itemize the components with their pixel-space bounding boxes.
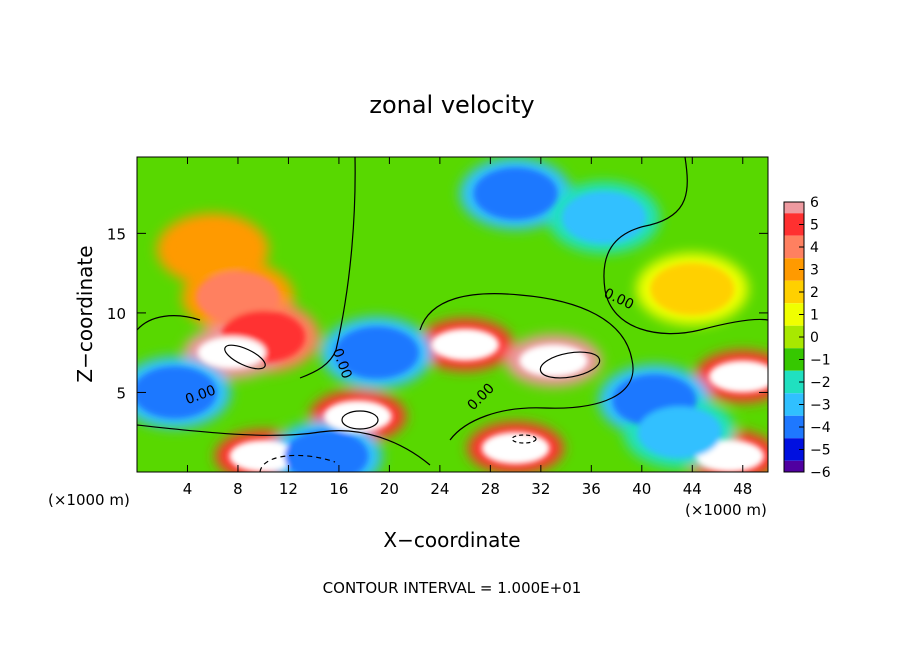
colorbar-label-10: −4 xyxy=(810,420,831,436)
y-axis: 5 10 15 xyxy=(107,225,768,402)
colorbar-swatch-7 xyxy=(784,348,804,371)
field-core-9 xyxy=(708,360,768,393)
zero-contour-right xyxy=(603,157,768,335)
contour-interval-note: CONTOUR INTERVAL = 1.000E+01 xyxy=(323,579,582,597)
colorbar-swatch-11 xyxy=(784,438,804,461)
colorbar-label-4: 2 xyxy=(810,285,819,301)
field-core-14 xyxy=(137,366,217,419)
zero-contour-mid xyxy=(419,293,634,441)
colorbar-swatch-10 xyxy=(784,415,804,439)
inner-contour-c xyxy=(341,410,379,430)
y-axis-label: Z−coordinate xyxy=(73,245,97,382)
inner-contour-d xyxy=(511,434,537,444)
field-core-7 xyxy=(519,344,588,377)
field-core-18 xyxy=(284,430,369,472)
field-core-8 xyxy=(481,432,550,465)
x-tick-label-4: 20 xyxy=(380,480,399,498)
colorbar-swatch-1 xyxy=(784,213,804,236)
inner-contour-b xyxy=(539,351,601,379)
colorbar-label-7: −1 xyxy=(810,353,831,369)
x-tick-label-8: 36 xyxy=(582,480,601,498)
colorbar-label-2: 4 xyxy=(810,240,819,256)
colorbar-label-6: 0 xyxy=(810,330,819,346)
colorbar: 6 5 4 3 2 1 0 −1 −2 −3 −4 −5 −6 xyxy=(783,195,831,481)
x-tick-label-10: 44 xyxy=(683,480,702,498)
field-core-13 xyxy=(650,263,735,316)
y-tick-label-2: 15 xyxy=(107,225,126,243)
x-tick-label-9: 40 xyxy=(632,480,651,498)
x-tick-label-0: 4 xyxy=(183,480,193,498)
field-core-15 xyxy=(334,326,419,379)
field-core-5 xyxy=(229,440,298,472)
inner-contour-a xyxy=(224,344,266,370)
field-core-0 xyxy=(170,223,255,276)
colorbar-swatch-6 xyxy=(784,325,804,349)
field-core-4 xyxy=(323,400,392,433)
field-core-17 xyxy=(637,406,722,459)
x-tick-label-11: 48 xyxy=(733,480,752,498)
x-unit-right: (×1000 m) xyxy=(685,501,767,519)
x-axis-label: X−coordinate xyxy=(383,528,520,552)
x-axis: 4 8 12 16 20 24 28 32 36 40 44 48 xyxy=(183,157,752,498)
x-tick-label-2: 12 xyxy=(279,480,298,498)
x-tick-label-1: 8 xyxy=(233,480,243,498)
x-tick-label-5: 24 xyxy=(430,480,449,498)
field-core-6 xyxy=(431,328,500,361)
colorbar-label-9: −3 xyxy=(810,398,831,414)
colorbar-label-5: 1 xyxy=(810,308,819,324)
zero-contour-upper xyxy=(299,157,356,379)
colorbar-label-1: 5 xyxy=(810,218,819,234)
colorbar-swatch-5 xyxy=(784,303,804,326)
colorbar-swatch-2 xyxy=(784,235,804,259)
field-core-3 xyxy=(197,336,266,369)
colorbar-label-11: −5 xyxy=(810,443,831,459)
y-tick-label-0: 5 xyxy=(116,384,126,402)
colorbar-swatch-9 xyxy=(784,393,804,416)
y-tick-label-1: 10 xyxy=(107,305,126,323)
colorbar-swatch-4 xyxy=(784,280,804,304)
zero-contour-left xyxy=(137,315,201,331)
x-tick-label-6: 28 xyxy=(481,480,500,498)
x-tick-label-3: 16 xyxy=(329,480,348,498)
x-unit-left: (×1000 m) xyxy=(48,491,130,509)
colorbar-label-8: −2 xyxy=(810,375,831,391)
field-core-11 xyxy=(473,167,558,220)
colorbar-swatch-12 xyxy=(784,460,804,472)
dashed-contour xyxy=(259,454,336,472)
field-core-10 xyxy=(696,440,765,472)
colorbar-swatch-3 xyxy=(784,258,804,281)
field-core-12 xyxy=(561,191,646,244)
colorbar-label-3: 3 xyxy=(810,263,819,279)
heatmap-field: 0.000.000.000.00 xyxy=(137,157,768,472)
colorbar-swatch-8 xyxy=(784,370,804,394)
zero-contour-low xyxy=(137,424,431,466)
plot-frame xyxy=(136,156,769,473)
colorbar-label-0: 6 xyxy=(810,195,819,211)
x-tick-label-7: 32 xyxy=(531,480,550,498)
colorbar-label-12: −6 xyxy=(810,465,831,481)
chart-title: zonal velocity xyxy=(369,91,534,119)
field-core-1 xyxy=(195,271,280,323)
colorbar-swatch-0 xyxy=(784,202,804,214)
